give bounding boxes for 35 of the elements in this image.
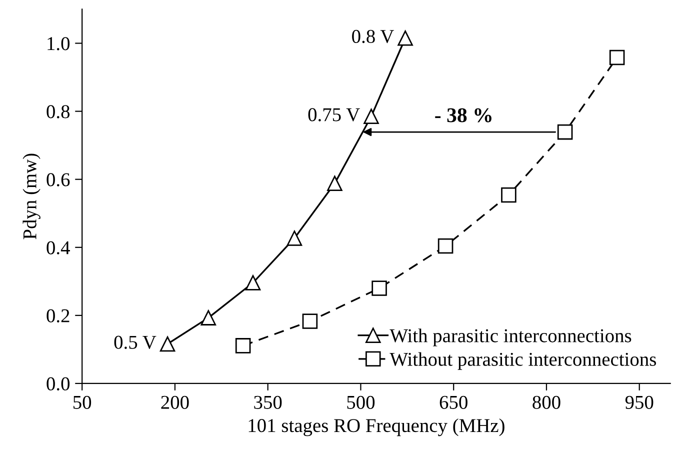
- legend-label: Without parasitic interconnections: [390, 352, 656, 370]
- point: [438, 238, 454, 254]
- y-tick-label: 0.6: [46, 173, 70, 186]
- point: [557, 124, 573, 140]
- x-tick-label: 50: [73, 396, 92, 409]
- annotation: 0.75 V: [308, 108, 360, 122]
- x-tick-label: 200: [161, 396, 189, 409]
- point: [609, 50, 625, 66]
- point: [245, 275, 261, 290]
- point: [327, 176, 342, 192]
- y-tick-label: 0.8: [46, 105, 70, 118]
- point: [200, 310, 216, 326]
- y-tick-label: 0.0: [46, 377, 70, 390]
- y-tick-label: 1.0: [48, 37, 70, 50]
- y-tick-label: 0.2: [46, 309, 70, 322]
- point: [302, 314, 318, 329]
- point: [235, 338, 251, 354]
- annotation: - 38 %: [435, 108, 492, 122]
- point: [372, 280, 387, 296]
- x-tick-label: 650: [440, 396, 468, 409]
- x-tick-label: 500: [347, 396, 375, 409]
- point: [501, 187, 516, 203]
- x-tick-label: 950: [625, 396, 654, 409]
- y-axis-title: Pdyn (mw): [22, 154, 40, 240]
- x-tick-label: 800: [532, 396, 560, 409]
- point: [160, 336, 176, 352]
- x-tick-label: 350: [254, 396, 282, 409]
- point: [364, 108, 379, 124]
- annotation: 0.8 V: [352, 30, 394, 44]
- legend-label: With parasitic interconnections: [390, 328, 632, 346]
- y-tick-label: 0.4: [46, 241, 70, 254]
- annotation: 0.5 V: [114, 336, 156, 349]
- point: [286, 230, 302, 246]
- point: [398, 30, 413, 46]
- x-axis-title: 101 stages RO Frequency (MHz): [248, 418, 504, 436]
